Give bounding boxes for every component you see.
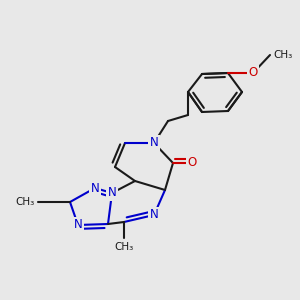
Text: O: O <box>248 67 258 80</box>
Text: CH₃: CH₃ <box>273 50 292 60</box>
Text: O: O <box>188 157 196 169</box>
Text: N: N <box>108 187 116 200</box>
Text: N: N <box>74 218 82 232</box>
Text: N: N <box>150 208 158 221</box>
Text: CH₃: CH₃ <box>114 242 134 252</box>
Text: CH₃: CH₃ <box>16 197 35 207</box>
Text: N: N <box>150 136 158 149</box>
Text: N: N <box>91 182 99 194</box>
